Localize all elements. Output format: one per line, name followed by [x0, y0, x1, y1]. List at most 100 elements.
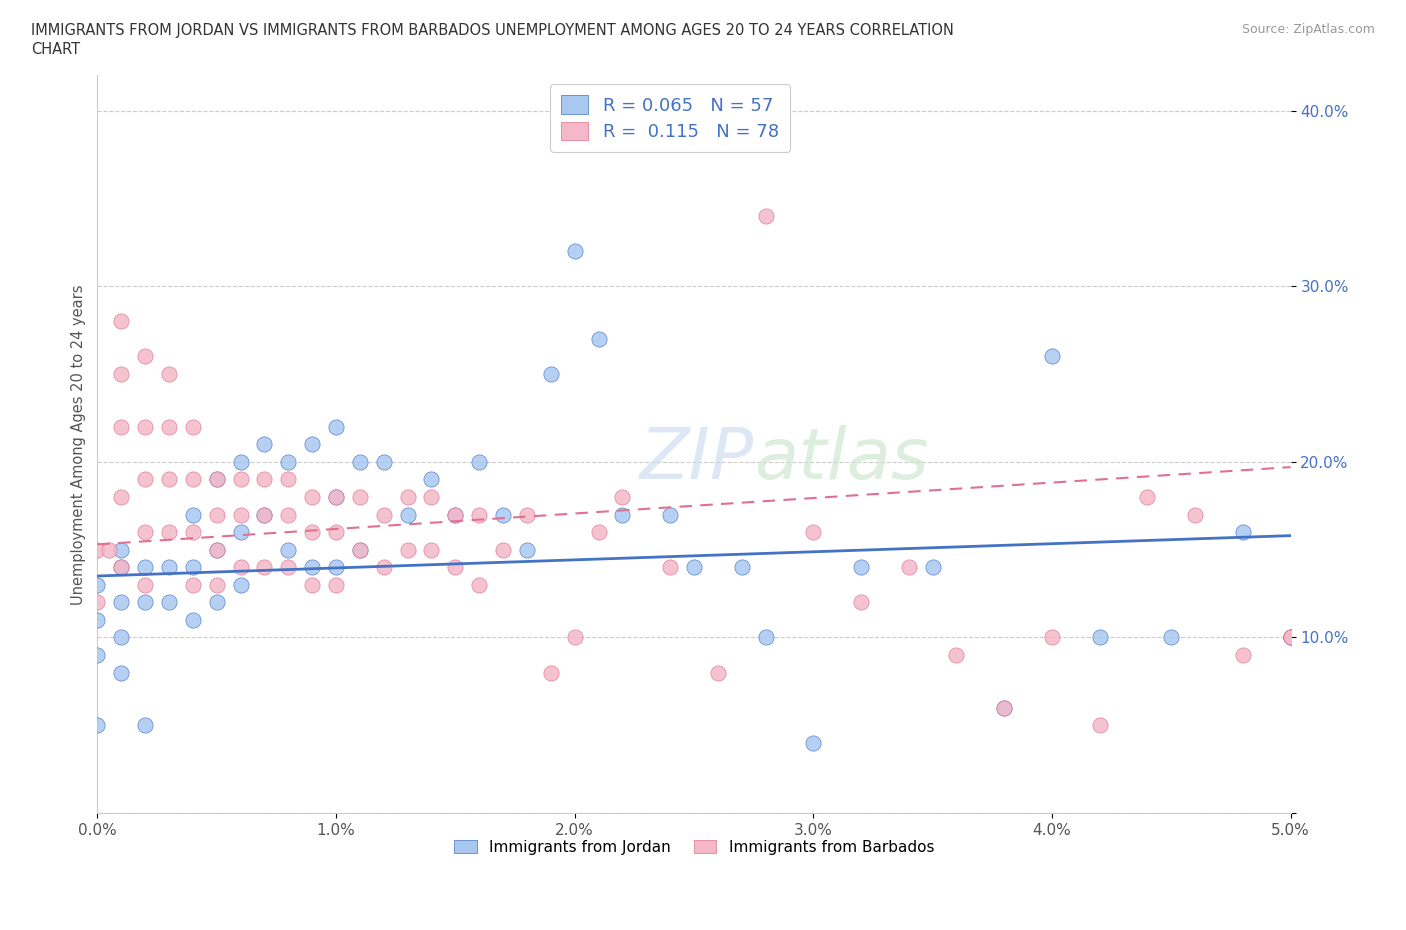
Point — [229, 472, 252, 487]
Point — [110, 419, 132, 434]
Point — [444, 507, 467, 522]
Text: CHART: CHART — [31, 42, 80, 57]
Point — [301, 578, 323, 592]
Point — [181, 613, 204, 628]
Point — [134, 578, 156, 592]
Point — [157, 472, 180, 487]
Point — [801, 525, 824, 539]
Point — [134, 472, 156, 487]
Text: IMMIGRANTS FROM JORDAN VS IMMIGRANTS FROM BARBADOS UNEMPLOYMENT AMONG AGES 20 TO: IMMIGRANTS FROM JORDAN VS IMMIGRANTS FRO… — [31, 23, 953, 38]
Point — [110, 314, 132, 329]
Legend: Immigrants from Jordan, Immigrants from Barbados: Immigrants from Jordan, Immigrants from … — [447, 833, 941, 861]
Point — [253, 560, 276, 575]
Point — [325, 419, 347, 434]
Point — [134, 349, 156, 364]
Point — [373, 455, 395, 470]
Point — [86, 718, 108, 733]
Point — [205, 542, 228, 557]
Point — [588, 525, 610, 539]
Point — [588, 331, 610, 346]
Point — [253, 507, 276, 522]
Point — [157, 560, 180, 575]
Point — [157, 525, 180, 539]
Point — [564, 244, 586, 259]
Point — [1279, 630, 1302, 644]
Point — [349, 489, 371, 504]
Point — [1279, 630, 1302, 644]
Point — [110, 560, 132, 575]
Point — [134, 718, 156, 733]
Point — [1232, 525, 1254, 539]
Point — [110, 366, 132, 381]
Point — [205, 472, 228, 487]
Point — [301, 525, 323, 539]
Point — [181, 472, 204, 487]
Point — [468, 507, 491, 522]
Point — [1279, 630, 1302, 644]
Point — [921, 560, 943, 575]
Point — [993, 700, 1015, 715]
Point — [277, 455, 299, 470]
Point — [229, 455, 252, 470]
Point — [612, 489, 634, 504]
Text: ZIP: ZIP — [640, 424, 754, 494]
Point — [849, 560, 872, 575]
Point — [755, 630, 778, 644]
Point — [707, 665, 730, 680]
Point — [1136, 489, 1159, 504]
Point — [253, 437, 276, 452]
Point — [86, 647, 108, 662]
Point — [229, 525, 252, 539]
Point — [205, 507, 228, 522]
Point — [325, 578, 347, 592]
Point — [683, 560, 706, 575]
Point — [181, 560, 204, 575]
Point — [1040, 349, 1063, 364]
Point — [110, 542, 132, 557]
Point — [157, 595, 180, 610]
Point — [181, 419, 204, 434]
Point — [86, 542, 108, 557]
Point — [1279, 630, 1302, 644]
Point — [612, 507, 634, 522]
Point — [659, 507, 682, 522]
Point — [420, 489, 443, 504]
Point — [157, 419, 180, 434]
Point — [731, 560, 754, 575]
Point — [1040, 630, 1063, 644]
Point — [229, 507, 252, 522]
Point — [110, 630, 132, 644]
Point — [134, 419, 156, 434]
Point — [1160, 630, 1182, 644]
Point — [134, 595, 156, 610]
Point — [468, 455, 491, 470]
Point — [205, 472, 228, 487]
Point — [98, 542, 121, 557]
Point — [993, 700, 1015, 715]
Point — [373, 507, 395, 522]
Point — [205, 542, 228, 557]
Text: atlas: atlas — [754, 424, 928, 494]
Point — [349, 542, 371, 557]
Point — [277, 542, 299, 557]
Point — [1088, 718, 1111, 733]
Point — [396, 542, 419, 557]
Point — [801, 736, 824, 751]
Point — [301, 560, 323, 575]
Point — [181, 525, 204, 539]
Point — [86, 595, 108, 610]
Point — [516, 507, 538, 522]
Point — [86, 578, 108, 592]
Point — [420, 472, 443, 487]
Point — [134, 525, 156, 539]
Point — [229, 560, 252, 575]
Point — [157, 366, 180, 381]
Point — [110, 489, 132, 504]
Point — [396, 507, 419, 522]
Point — [1279, 630, 1302, 644]
Point — [564, 630, 586, 644]
Y-axis label: Unemployment Among Ages 20 to 24 years: Unemployment Among Ages 20 to 24 years — [72, 284, 86, 604]
Point — [205, 595, 228, 610]
Point — [325, 560, 347, 575]
Point — [134, 560, 156, 575]
